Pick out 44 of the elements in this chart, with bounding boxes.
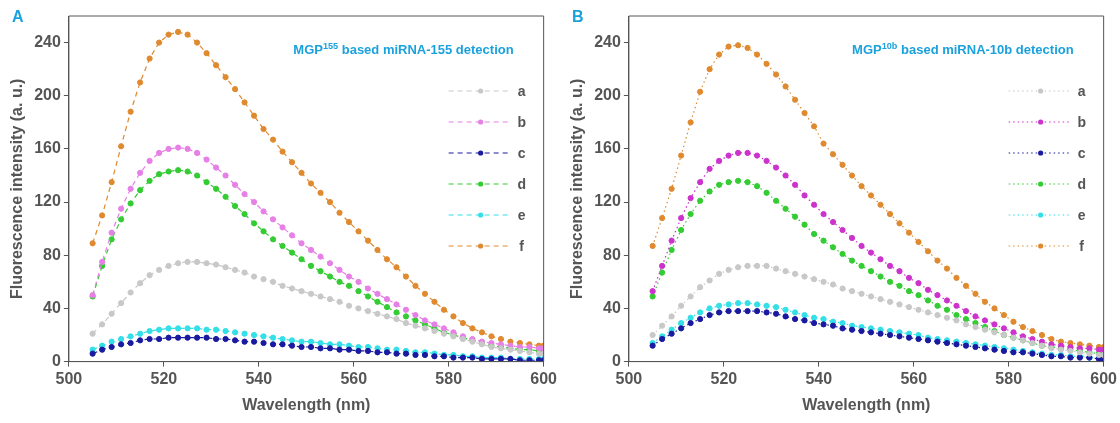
y-axis-title: Fluorescence intensity (a. u.) xyxy=(568,78,586,300)
y-tick-label: 40 xyxy=(43,298,61,316)
legend-label: f xyxy=(519,238,525,254)
x-axis-title: Wavelength (nm) xyxy=(802,395,931,413)
x-tick-label: 600 xyxy=(530,369,558,387)
y-tick-label: 160 xyxy=(594,139,621,157)
legend-label: c xyxy=(517,145,526,161)
y-tick-label: 200 xyxy=(594,86,621,104)
x-tick-label: 560 xyxy=(340,369,368,387)
x-tick-label: 560 xyxy=(900,369,928,387)
x-tick-label: 580 xyxy=(995,369,1023,387)
y-tick-label: 240 xyxy=(594,32,621,50)
legend-label: e xyxy=(517,207,526,223)
legend-label: a xyxy=(1077,83,1086,99)
x-tick-label: 600 xyxy=(1090,369,1118,387)
x-tick-label: 540 xyxy=(805,369,833,387)
x-tick-label: 500 xyxy=(615,369,643,387)
x-tick-label: 500 xyxy=(55,369,83,387)
x-tick-label: 520 xyxy=(150,369,178,387)
legend-label: b xyxy=(517,114,526,130)
x-tick-label: 540 xyxy=(245,369,273,387)
x-tick-label: 580 xyxy=(435,369,463,387)
x-axis-title: Wavelength (nm) xyxy=(242,395,371,413)
y-tick-label: 120 xyxy=(34,192,61,210)
text: B xyxy=(572,8,584,25)
x-tick-label: 520 xyxy=(710,369,738,387)
legend-label: b xyxy=(1077,114,1086,130)
legend-label: e xyxy=(1077,207,1086,223)
y-tick-label: 200 xyxy=(34,86,61,104)
text: A xyxy=(12,8,24,25)
y-tick-label: 0 xyxy=(51,352,61,370)
y-tick-label: 80 xyxy=(603,245,621,263)
y-tick-label: 160 xyxy=(34,139,61,157)
y-tick-label: 0 xyxy=(611,352,621,370)
legend-label: d xyxy=(517,176,526,192)
y-tick-label: 240 xyxy=(34,32,61,50)
legend-label: a xyxy=(517,83,526,99)
y-tick-label: 80 xyxy=(43,245,61,263)
y-tick-label: 40 xyxy=(603,298,621,316)
legend-label: c xyxy=(1077,145,1086,161)
y-axis-title: Fluorescence intensity (a. u.) xyxy=(8,78,26,300)
legend-label: d xyxy=(1077,176,1086,192)
y-tick-label: 120 xyxy=(594,192,621,210)
legend-label: f xyxy=(1079,238,1085,254)
